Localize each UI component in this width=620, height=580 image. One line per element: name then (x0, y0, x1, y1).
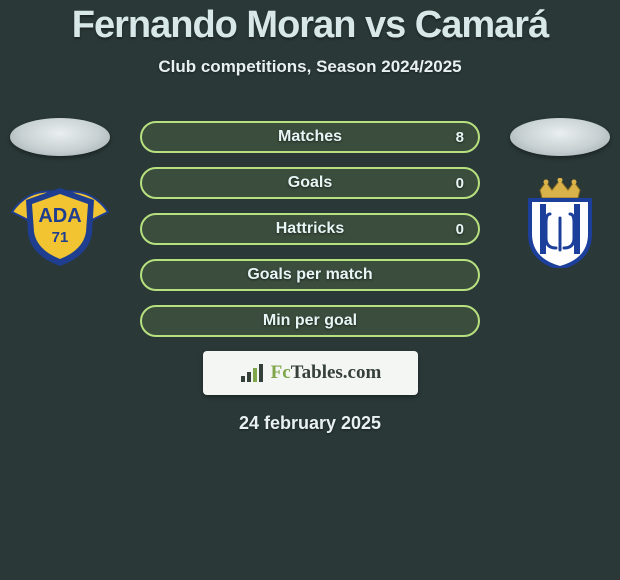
stat-value-right: 8 (456, 123, 464, 151)
stat-label: Matches (278, 128, 342, 146)
stat-value-right: 0 (456, 169, 464, 197)
subtitle: Club competitions, Season 2024/2025 (0, 57, 620, 77)
date-label: 24 february 2025 (0, 413, 620, 434)
stat-row: Goals per match (140, 259, 480, 291)
stat-label: Goals (288, 174, 332, 192)
stat-label: Min per goal (263, 312, 357, 330)
avatar-placeholder-right (510, 118, 610, 156)
club-crest-right (510, 178, 610, 268)
stat-row: Matches 8 (140, 121, 480, 153)
stat-row: Min per goal (140, 305, 480, 337)
brand-box: FcTables.com (203, 351, 418, 395)
page-title: Fernando Moran vs Camará (0, 0, 620, 47)
stat-row: Hattricks 0 (140, 213, 480, 245)
player-left-column: ADA 71 (0, 118, 120, 268)
brand-text: FcTables.com (271, 362, 382, 384)
svg-text:71: 71 (52, 229, 69, 246)
avatar-placeholder-left (10, 118, 110, 156)
stat-value-right: 0 (456, 215, 464, 243)
brand-icon (239, 362, 265, 384)
player-right-column (500, 118, 620, 268)
stats-list: Matches 8 Goals 0 Hattricks 0 Goals per match M… (140, 121, 480, 337)
club-crest-left: ADA 71 (10, 178, 110, 268)
stat-label: Hattricks (276, 220, 344, 238)
stat-label: Goals per match (247, 266, 372, 284)
stat-row: Goals 0 (140, 167, 480, 199)
svg-text:ADA: ADA (38, 205, 81, 227)
